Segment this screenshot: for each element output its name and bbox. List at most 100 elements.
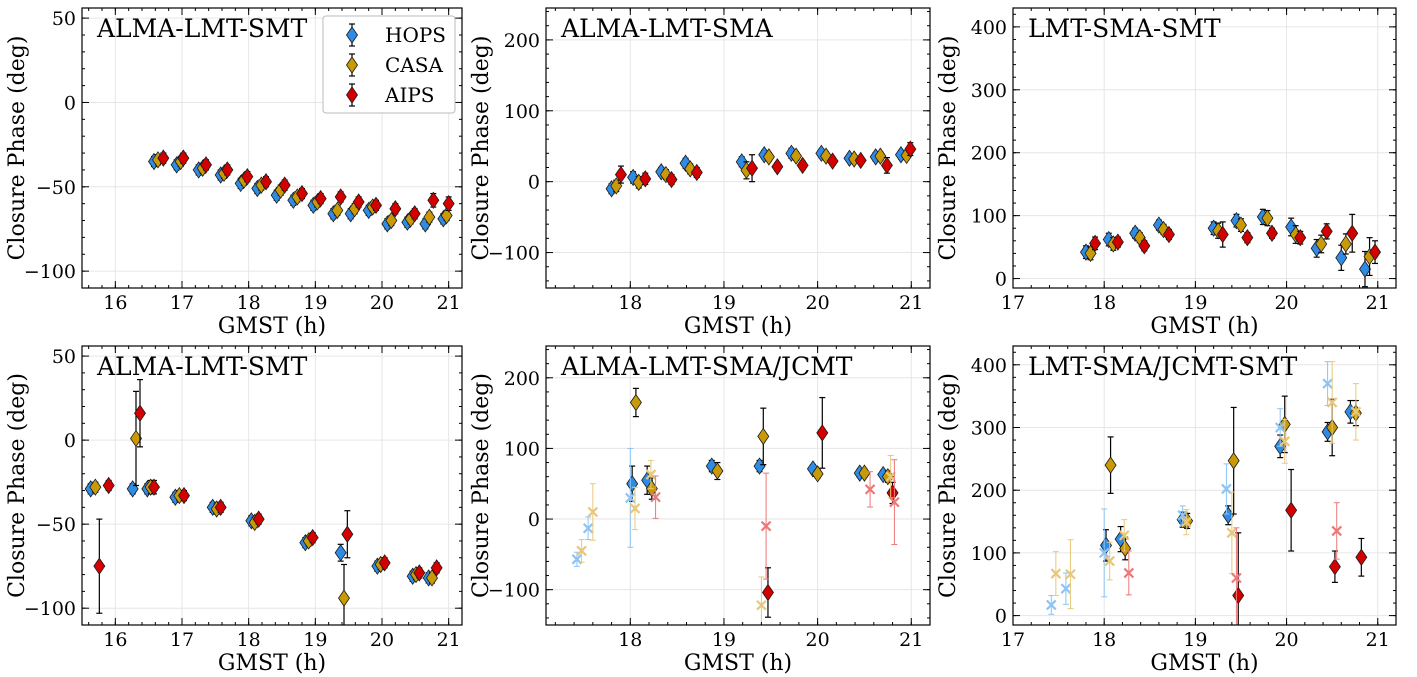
panel-title: ALMA-LMT-SMA/JCMT bbox=[560, 352, 853, 381]
ticks bbox=[82, 346, 463, 626]
panel-title: ALMA-LMT-SMA bbox=[560, 14, 774, 43]
data-point-casa bbox=[1261, 209, 1274, 227]
legend: HOPS CASA AIPS bbox=[322, 15, 456, 114]
x-tick-label: 21 bbox=[899, 292, 923, 314]
data-point-aips bbox=[826, 152, 839, 170]
y-axis-label: Closure Phase (deg) bbox=[936, 373, 961, 598]
y-tick-label: 400 bbox=[971, 17, 1007, 39]
panel-3: 17 18 19 20 21 0 100 200 300 400 GMST (h) Closure P… bbox=[936, 7, 1397, 339]
x-axis-label: GMST (h) bbox=[1150, 314, 1258, 339]
data-point-aips bbox=[1369, 243, 1382, 261]
data-point-aips bbox=[1241, 228, 1254, 247]
y-axis-label: Closure Phase (deg) bbox=[936, 36, 961, 261]
data-point-aips_flag bbox=[760, 520, 772, 532]
data-point-casa bbox=[711, 462, 724, 480]
data-point-aips bbox=[442, 194, 455, 213]
y-tick-label: −100 bbox=[24, 598, 76, 620]
panel-title: LMT-SMA/JCMT-SMT bbox=[1028, 352, 1298, 381]
x-tick-label: 20 bbox=[370, 629, 394, 651]
data-point-casa_flag bbox=[756, 599, 767, 611]
data-point-casa bbox=[1315, 235, 1328, 253]
x-tick-label: 19 bbox=[1183, 292, 1207, 314]
data-point-hops_flag bbox=[582, 522, 594, 534]
data-point-casa_flag bbox=[885, 471, 896, 482]
data-point-aips bbox=[614, 165, 627, 184]
ticks bbox=[546, 346, 931, 625]
x-axis-label: GMST (h) bbox=[218, 651, 326, 676]
ticks bbox=[546, 8, 931, 288]
x-tick-label: 19 bbox=[712, 292, 736, 314]
data-point-aips bbox=[241, 167, 254, 186]
data-point-casa bbox=[1234, 216, 1247, 234]
x-tick-label: 19 bbox=[303, 292, 327, 314]
data-point-hops bbox=[1359, 260, 1371, 278]
x-tick-label: 18 bbox=[1092, 629, 1116, 651]
data-point-aips bbox=[134, 404, 146, 422]
y-tick-label: 0 bbox=[995, 606, 1007, 628]
data-point-aips bbox=[880, 156, 893, 175]
plot-area bbox=[1079, 208, 1382, 288]
data-point-hops_flag bbox=[1322, 378, 1333, 389]
data-point-aips bbox=[1232, 586, 1245, 605]
legend-marker-hops bbox=[346, 26, 358, 44]
y-tick-label: 200 bbox=[504, 368, 540, 390]
data-point-aips_flag bbox=[1231, 572, 1242, 584]
data-point-aips bbox=[771, 158, 784, 176]
data-point-casa_flag bbox=[1050, 568, 1062, 579]
data-point-casa_flag bbox=[1226, 527, 1238, 539]
data-point-aips bbox=[816, 424, 829, 442]
panel-2: 18 19 20 21 −100 0 100 200 GMST (h) Closure Phase… bbox=[469, 7, 931, 339]
grid bbox=[546, 8, 930, 288]
data-point-aips bbox=[746, 159, 759, 177]
grid bbox=[82, 346, 462, 625]
data-point-aips bbox=[306, 528, 319, 547]
data-point-aips bbox=[1162, 225, 1175, 244]
data-point-aips bbox=[1265, 224, 1278, 242]
legend-box bbox=[322, 15, 456, 114]
data-point-casa bbox=[440, 206, 453, 225]
data-point-hops_flag bbox=[1098, 547, 1110, 559]
x-tick-label: 21 bbox=[1366, 292, 1390, 314]
data-point-casa_flag bbox=[576, 545, 587, 557]
data-point-casa_flag bbox=[1065, 568, 1076, 580]
y-axis-label: Closure Phase (deg) bbox=[5, 36, 30, 261]
y-tick-label: 0 bbox=[64, 92, 76, 114]
x-tick-label: 18 bbox=[237, 292, 261, 314]
data-point-aips bbox=[177, 149, 190, 167]
data-point-aips bbox=[157, 149, 170, 167]
plot-area bbox=[1046, 361, 1368, 625]
data-point-casa_flag bbox=[1326, 397, 1338, 408]
x-tick-label: 21 bbox=[1366, 629, 1390, 651]
x-tick-label: 17 bbox=[1001, 292, 1025, 314]
data-point-aips bbox=[665, 170, 678, 189]
data-point-casa bbox=[1339, 235, 1352, 253]
legend-label-casa: CASA bbox=[385, 53, 443, 77]
data-point-aips bbox=[93, 557, 106, 575]
y-tick-label: 0 bbox=[64, 430, 76, 452]
data-point-aips bbox=[690, 163, 703, 182]
data-point-aips bbox=[252, 510, 265, 528]
data-point-casa_flag bbox=[629, 503, 641, 514]
x-tick-label: 16 bbox=[103, 629, 127, 651]
y-axis-label: Closure Phase (deg) bbox=[469, 36, 494, 261]
plot-area bbox=[148, 149, 455, 233]
data-point-aips bbox=[761, 583, 774, 602]
y-tick-label: 0 bbox=[528, 172, 540, 194]
data-point-aips bbox=[1320, 222, 1333, 241]
data-point-aips bbox=[430, 559, 443, 577]
x-tick-label: 21 bbox=[437, 292, 461, 314]
y-tick-label: 400 bbox=[971, 355, 1007, 377]
y-tick-label: 50 bbox=[52, 8, 76, 30]
data-point-aips bbox=[200, 156, 212, 174]
y-tick-label: 100 bbox=[971, 206, 1007, 228]
data-point-casa bbox=[874, 147, 887, 165]
y-tick-label: 0 bbox=[528, 509, 540, 531]
data-point-casa_flag bbox=[1180, 516, 1192, 528]
data-point-casa bbox=[811, 465, 824, 483]
x-tick-label: 19 bbox=[712, 629, 736, 651]
y-tick-label: 0 bbox=[995, 269, 1007, 291]
y-tick-label: −100 bbox=[24, 261, 76, 283]
data-point-aips_flag bbox=[864, 484, 876, 495]
data-point-aips bbox=[1328, 557, 1341, 576]
grid bbox=[1012, 8, 1396, 288]
